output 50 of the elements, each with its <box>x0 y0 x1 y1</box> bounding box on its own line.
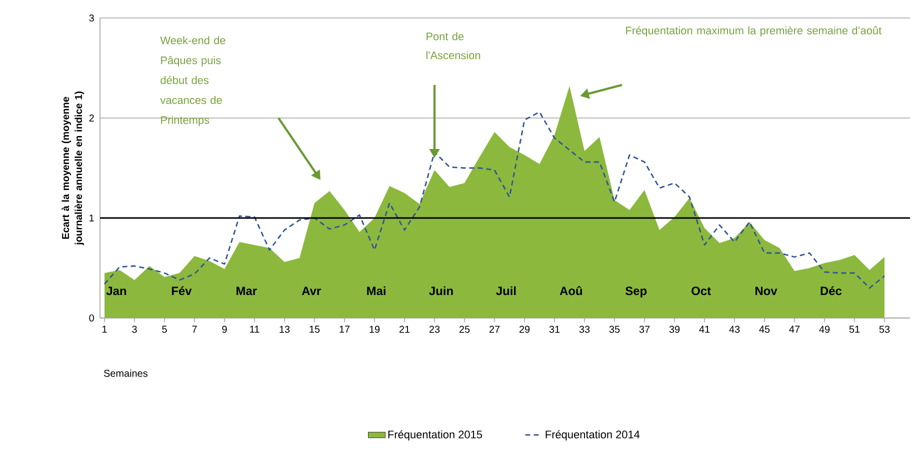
x-tick-label: 23 <box>429 326 440 333</box>
y-tick-label: 3 <box>89 14 94 22</box>
annotation: Mar <box>236 286 257 296</box>
x-tick-label: 17 <box>340 326 350 333</box>
annotation: Fév <box>172 286 192 296</box>
x-tick-label: 51 <box>849 326 860 333</box>
x-tick-label: 47 <box>789 326 800 333</box>
annotation: Avr <box>302 286 321 295</box>
x-tick-label: 37 <box>639 326 650 333</box>
legend-label: Fréquentation 2015 <box>388 430 482 441</box>
x-tick-label: 53 <box>879 326 890 333</box>
x-tick-label: 25 <box>459 326 470 333</box>
annotation: Week-end de Pâques puis début des vacances de Printemps <box>160 36 226 126</box>
x-tick-label: 45 <box>759 326 770 333</box>
x-tick-label: 3 <box>132 326 137 333</box>
annotation: Juin <box>429 286 453 296</box>
x-tick-label: 35 <box>609 326 620 333</box>
x-tick-label: 19 <box>370 326 380 333</box>
x-tick-label: 43 <box>729 326 740 333</box>
x-tick-label: 5 <box>162 326 167 333</box>
x-tick-label: 7 <box>192 326 197 333</box>
x-tick-label: 11 <box>250 326 260 333</box>
x-tick-label: 9 <box>222 326 227 333</box>
x-tick-label: 13 <box>280 326 290 333</box>
x-tick-label: 41 <box>699 326 710 333</box>
x-tick-label: 33 <box>579 326 590 333</box>
annotation: Mai <box>367 286 386 296</box>
x-tick-label: 39 <box>669 326 680 333</box>
annotation: Jan <box>106 286 126 296</box>
x-tick-label: 1 <box>102 326 107 333</box>
x-tick-label: 49 <box>819 326 830 333</box>
annotation: Fréquentation maximum la première semaine d’août <box>626 26 882 37</box>
annotation: Nov <box>756 286 778 296</box>
annotation: Aoû <box>560 286 582 296</box>
y-tick-label: 0 <box>89 314 94 322</box>
y-axis-title: Ecart à la moyenne (moyenne journalière annuelle en indice 1) <box>62 92 84 246</box>
y-tick-label: 1 <box>90 214 94 222</box>
annotation: Juil <box>496 286 516 296</box>
annotation: Oct <box>692 286 711 296</box>
x-tick-label: 21 <box>399 326 410 333</box>
y-tick-label: 2 <box>89 114 94 122</box>
x-tick-label: 31 <box>549 326 560 333</box>
x-tick-label: 15 <box>310 326 320 333</box>
x-tick-label: 27 <box>489 326 500 333</box>
legend-label: Fréquentation 2014 <box>546 430 640 441</box>
x-axis-title: Semaines <box>104 370 148 377</box>
annotation: Sep <box>625 286 647 298</box>
x-tick-label: 29 <box>519 326 530 333</box>
annotation: Déc <box>820 286 842 296</box>
annotation: Pont de l'Ascension <box>426 32 480 60</box>
